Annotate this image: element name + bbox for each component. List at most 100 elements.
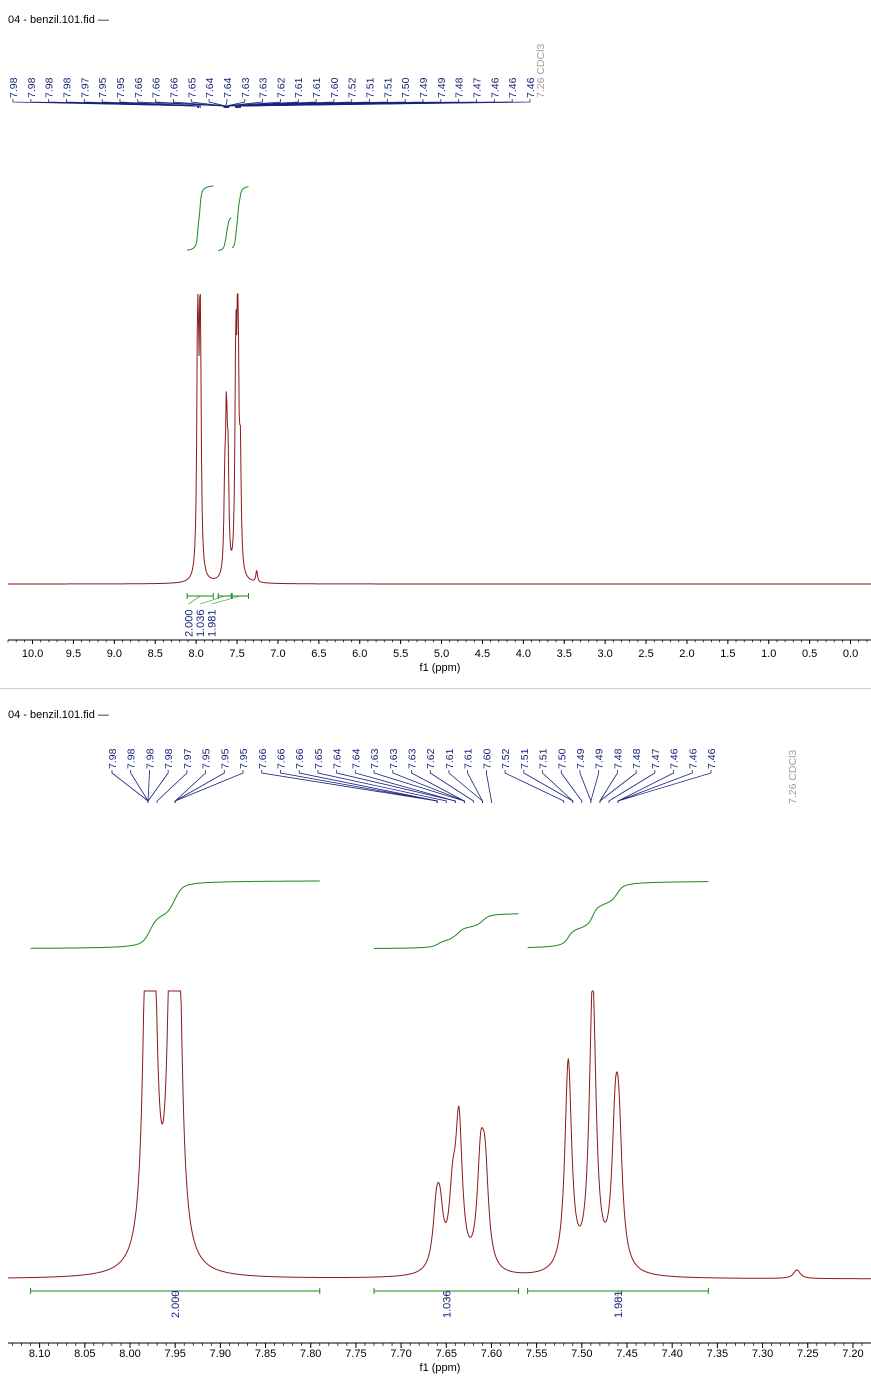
peak-label-connector <box>560 770 583 803</box>
peak-label-connector <box>317 770 447 803</box>
peak-label: 7.49 <box>418 77 430 98</box>
peak-label: 7.97 <box>79 77 91 98</box>
peak-label-connector <box>579 770 592 803</box>
integral-value-label: 1.036 <box>195 609 207 637</box>
spectrum-trace <box>8 293 871 585</box>
peak-label: 7.46 <box>507 77 519 98</box>
peak-label: 7.95 <box>201 748 213 769</box>
peak-label-connector <box>147 770 150 803</box>
integral-connector <box>200 595 225 605</box>
peak-label-connector <box>599 770 618 803</box>
peak-label: 7.61 <box>311 77 323 98</box>
spectrum-title: 04 - benzil.101.fid — <box>8 709 109 721</box>
peak-label-connector <box>147 770 169 803</box>
peak-label: 7.95 <box>219 748 231 769</box>
peak-label-connector <box>411 770 465 803</box>
x-tick-label: 3.0 <box>597 648 612 660</box>
peak-label: 7.49 <box>575 748 587 769</box>
peak-label: 7.66 <box>133 77 145 98</box>
peak-label-connector <box>119 99 201 108</box>
x-tick-label: 8.0 <box>188 648 203 660</box>
peak-label: 7.52 <box>347 77 359 98</box>
x-tick-label: 3.5 <box>557 648 572 660</box>
x-tick-label: 7.30 <box>752 1348 773 1360</box>
peak-label: 7.51 <box>519 748 531 769</box>
peak-label-connector <box>523 770 574 803</box>
peak-label: 7.98 <box>126 748 138 769</box>
x-tick-label: 5.0 <box>434 648 449 660</box>
x-tick-label: 7.20 <box>842 1348 863 1360</box>
integral-value-label: 2.000 <box>184 609 196 637</box>
peak-label: 7.98 <box>107 748 119 769</box>
x-tick-label: 7.55 <box>526 1348 547 1360</box>
x-tick-label: 4.0 <box>516 648 531 660</box>
spectrum-chart-zoom: 2.000 1.036 1.981 7.98 7.98 7.98 7.98 7.97 7.95 7… <box>7 748 871 1374</box>
x-tick-label: 7.75 <box>345 1348 366 1360</box>
peak-label: 7.51 <box>365 77 377 98</box>
peak-label: 7.98 <box>44 77 56 98</box>
panel-divider <box>0 688 871 689</box>
integral-value-label: 1.981 <box>613 1290 625 1318</box>
spectrum-title: 04 - benzil.101.fid — <box>8 14 109 26</box>
peak-label-connector <box>261 770 438 803</box>
peak-label: 7.63 <box>407 748 419 769</box>
peak-label-connector <box>617 770 712 803</box>
peak-label: 7.66 <box>151 77 163 98</box>
solvent-label: 7.26 CDCl3 <box>787 750 799 804</box>
peak-label: 7.64 <box>204 77 216 98</box>
x-tick-label: 7.65 <box>436 1348 457 1360</box>
x-tick-label: 7.80 <box>300 1348 321 1360</box>
peak-label: 7.48 <box>454 77 466 98</box>
integral-curve <box>231 186 249 249</box>
x-tick-label: 5.5 <box>393 648 408 660</box>
integral-connector <box>188 595 201 605</box>
peak-label: 7.48 <box>631 748 643 769</box>
peak-label-connector <box>130 770 149 803</box>
peak-label: 7.61 <box>463 748 475 769</box>
x-tick-label: 6.0 <box>352 648 367 660</box>
peak-label-connector <box>208 99 226 108</box>
peak-label: 7.65 <box>186 77 198 98</box>
peak-label: 7.98 <box>8 77 20 98</box>
x-axis-label: f1 (ppm) <box>420 662 461 674</box>
peak-label: 7.64 <box>332 748 344 769</box>
x-tick-label: 1.5 <box>720 648 735 660</box>
peak-label: 7.46 <box>669 748 681 769</box>
peak-label: 7.51 <box>538 748 550 769</box>
peak-label-connector <box>429 770 474 803</box>
peak-label: 7.62 <box>425 748 437 769</box>
integral-curve <box>187 185 214 251</box>
x-tick-label: 0.0 <box>843 648 858 660</box>
peak-label: 7.64 <box>350 748 362 769</box>
peak-label: 7.46 <box>525 77 537 98</box>
x-tick-label: 8.00 <box>119 1348 140 1360</box>
peak-label-connector <box>156 770 188 803</box>
peak-label-connector <box>542 770 574 803</box>
spectrum-chart-full: 2.000 1.036 1.981 7.98 7.98 7.98 7.98 7.97 7.95 7… <box>7 44 871 674</box>
integral-connector <box>211 595 241 605</box>
peak-label-connector <box>173 99 225 108</box>
integral-curve <box>527 881 709 949</box>
peak-label: 7.66 <box>294 748 306 769</box>
integral-value-label: 2.000 <box>170 1290 182 1318</box>
x-tick-label: 7.50 <box>571 1348 592 1360</box>
x-tick-label: 9.0 <box>107 648 122 660</box>
integral-curve <box>218 217 232 252</box>
x-tick-label: 10.0 <box>22 648 43 660</box>
x-tick-label: 7.45 <box>616 1348 637 1360</box>
x-tick-label: 8.10 <box>29 1348 50 1360</box>
spectrum-panel-zoom: 04 - benzil.101.fid — 2.000 1.036 1.981 7.9… <box>0 689 871 1384</box>
x-tick-label: 2.0 <box>679 648 694 660</box>
peak-label: 7.61 <box>293 77 305 98</box>
peak-label-connector <box>608 770 656 803</box>
integral-curve <box>373 913 519 949</box>
peak-label: 7.46 <box>706 748 718 769</box>
x-tick-label: 7.60 <box>481 1348 502 1360</box>
peak-label: 7.63 <box>388 748 400 769</box>
x-tick-label: 7.40 <box>661 1348 682 1360</box>
peak-label-connector <box>354 770 456 803</box>
x-tick-label: 9.5 <box>66 648 81 660</box>
spectrum-panel-full: 04 - benzil.101.fid — 2.000 1.036 1.981 7.9… <box>0 0 871 688</box>
peak-label-connector <box>225 99 228 108</box>
peak-label: 7.98 <box>26 77 38 98</box>
